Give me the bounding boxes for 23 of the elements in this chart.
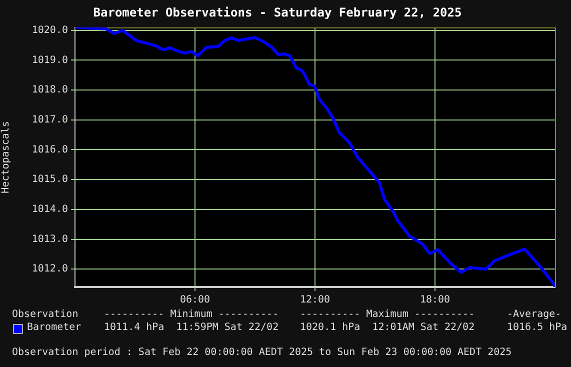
y-axis-title: Hectopascals (0, 121, 12, 194)
y-tick-label: 1015.0 (32, 174, 68, 186)
y-tick-label: 1014.0 (32, 204, 68, 216)
chart-title: Barometer Observations - Saturday February 22, 2025 (93, 5, 462, 20)
legend-title: Observation (12, 309, 78, 320)
x-tick-label: 06:00 (180, 294, 210, 306)
text: ---------- Maximum ---------- (300, 309, 475, 320)
y-tick-label: 1012.0 (32, 264, 68, 275)
text: 1016.5 hPa (507, 322, 568, 333)
y-tick-label: 1019.0 (32, 54, 68, 66)
legend-label: Barometer (27, 322, 82, 333)
y-tick-label: 1017.0 (32, 114, 68, 126)
y-tick-label: 1016.0 (32, 144, 68, 156)
text: Observation period : Sat Feb 22 00:00:00 AEDT 2025 to Sun Feb 23 00:00:00 AEDT 2025 (12, 347, 512, 358)
text: -Average- (507, 309, 562, 320)
text: 1011.4 hPa 11:59PM Sat 22/02 (104, 322, 279, 333)
text: 1020.1 hPa 12:01AM Sat 22/02 (300, 322, 475, 333)
text: ---------- Minimum ---------- (104, 309, 279, 320)
y-tick-label: 1018.0 (32, 84, 68, 96)
x-tick-label: 18:00 (420, 294, 450, 306)
y-tick-label: 1013.0 (32, 234, 68, 245)
y-tick-label: 1020.0 (32, 24, 68, 36)
x-tick-label: 12:00 (300, 294, 330, 306)
